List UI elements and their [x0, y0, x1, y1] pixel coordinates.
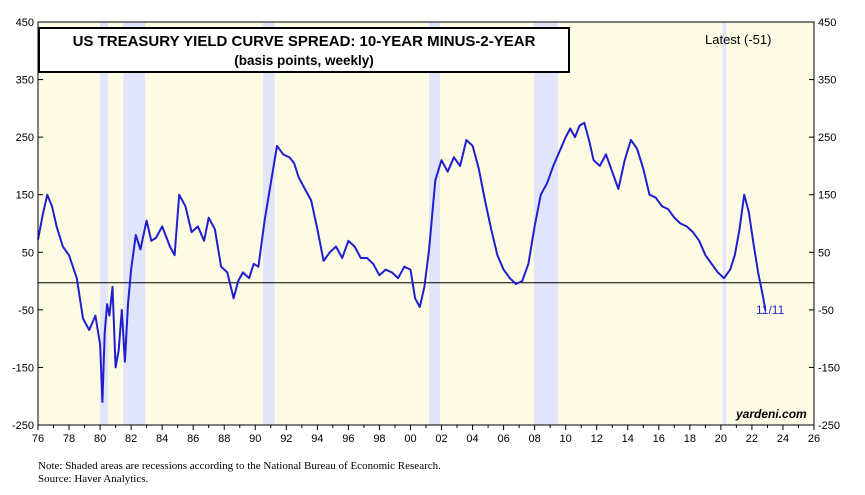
y-tick-label-left: 150: [16, 190, 34, 202]
x-tick-label: 14: [622, 433, 634, 445]
y-tick-label-left: 50: [22, 247, 34, 259]
recession-band: [123, 22, 146, 425]
axes-and-ticks: -250 -250 -150 -150 -50 -50 50 50 150 150 250 250 35…: [12, 17, 840, 445]
x-tick-label: 86: [187, 433, 199, 445]
y-tick-label-right: 250: [818, 132, 836, 144]
recession-band: [722, 22, 727, 425]
x-tick-label: 98: [373, 433, 385, 445]
x-tick-label: 22: [746, 433, 758, 445]
x-tick-label: 84: [156, 433, 168, 445]
y-tick-label-left: 450: [16, 17, 34, 29]
x-tick-label: 92: [280, 433, 292, 445]
x-tick-label: 82: [125, 433, 137, 445]
x-tick-label: 04: [466, 433, 478, 445]
y-tick-label-left: -50: [18, 305, 34, 317]
recession-band: [429, 22, 440, 425]
chart-title-box: US TREASURY YIELD CURVE SPREAD: 10-YEAR …: [38, 27, 570, 73]
x-tick-label: 76: [32, 433, 44, 445]
x-tick-label: 02: [435, 433, 447, 445]
spread-series-line: [37, 121, 767, 403]
recession-note: Note: Shaded areas are recessions accord…: [38, 460, 441, 472]
y-tick-label-left: 250: [16, 132, 34, 144]
recession-band: [100, 22, 108, 425]
recession-bands: [100, 22, 727, 425]
source-note: Source: Haver Analytics.: [38, 473, 149, 485]
x-tick-label: 90: [249, 433, 261, 445]
latest-value-label: Latest (-51): [705, 32, 772, 47]
x-tick-label: 96: [342, 433, 354, 445]
y-tick-label-left: 350: [16, 75, 34, 87]
x-tick-label: 80: [94, 433, 106, 445]
plot-background: [38, 22, 814, 425]
y-tick-label-right: 150: [818, 190, 836, 202]
recession-band: [263, 22, 275, 425]
x-tick-label: 20: [715, 433, 727, 445]
x-tick-label: 18: [684, 433, 696, 445]
y-tick-label-right: 450: [818, 17, 836, 29]
last-date-label: 11/11: [756, 303, 785, 317]
y-tick-label-left: -150: [12, 362, 34, 374]
x-tick-label: 78: [63, 433, 75, 445]
chart-subtitle: (basis points, weekly): [234, 53, 374, 68]
y-tick-label-right: -50: [818, 305, 834, 317]
y-tick-label-right: 350: [818, 75, 836, 87]
x-tick-label: 94: [311, 433, 323, 445]
chart-title: US TREASURY YIELD CURVE SPREAD: 10-YEAR …: [72, 33, 536, 50]
brand-watermark: yardeni.com: [736, 407, 807, 421]
x-tick-label: 24: [777, 433, 789, 445]
x-tick-label: 88: [218, 433, 230, 445]
plot-frame: [37, 21, 815, 426]
recession-band: [533, 22, 558, 425]
x-tick-label: 06: [497, 433, 509, 445]
x-tick-label: 08: [529, 433, 541, 445]
y-tick-label-right: -150: [818, 362, 840, 374]
y-tick-label-left: -250: [12, 420, 34, 432]
x-tick-label: 26: [808, 433, 820, 445]
x-tick-label: 10: [560, 433, 572, 445]
x-tick-label: 00: [404, 433, 416, 445]
y-tick-label-right: 50: [818, 247, 830, 259]
x-tick-label: 12: [591, 433, 603, 445]
y-tick-label-right: -250: [818, 420, 840, 432]
x-tick-label: 16: [653, 433, 665, 445]
